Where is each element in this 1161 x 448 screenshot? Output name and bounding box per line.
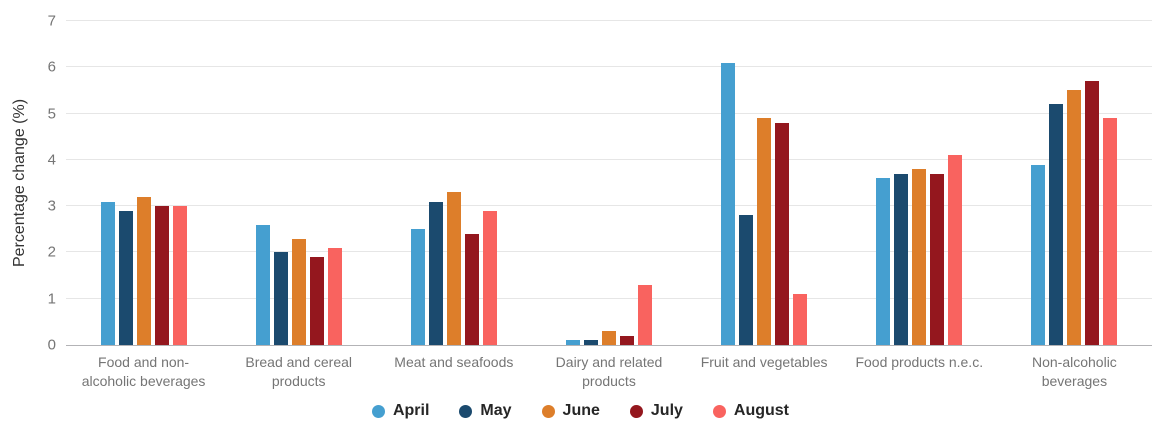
bar-july (309, 257, 324, 345)
legend-label: June (562, 402, 600, 419)
bar-april (255, 224, 270, 345)
x-category-cell: Food and non-alcoholic beverages (66, 353, 221, 391)
gridline (66, 158, 1152, 160)
bar-april (876, 178, 891, 345)
bar-august (482, 210, 497, 345)
x-category-label: Meat and seafoods (394, 354, 514, 370)
x-category-label: Dairy and related products (555, 354, 663, 389)
x-category-cell: Bread and cereal products (221, 353, 376, 391)
x-category-cell: Non-alcoholic beverages (997, 353, 1152, 391)
legend-item-may[interactable]: May (459, 402, 512, 420)
bar-groups (66, 21, 1152, 345)
legend-dot-icon (541, 404, 555, 418)
bar-july (464, 233, 479, 345)
legend-item-august[interactable]: August (712, 402, 790, 420)
legend-label: August (733, 402, 790, 419)
bar-group (531, 21, 686, 345)
plot-area (66, 20, 1152, 346)
y-tick-label: 0 (47, 336, 56, 354)
y-tick-label: 7 (47, 12, 56, 30)
y-tick-label: 6 (47, 58, 56, 76)
bar-june (757, 118, 772, 345)
bar-july (930, 173, 945, 345)
gridline (66, 251, 1152, 253)
x-category-label: Food and non-alcoholic beverages (81, 354, 206, 389)
gridline (66, 20, 1152, 21)
bar-august (1103, 118, 1118, 345)
y-axis: 0 1 2 3 4 5 6 7 (0, 14, 56, 353)
legend-dot-icon (712, 404, 726, 418)
bar-may (894, 173, 909, 345)
legend-dot-icon (459, 404, 473, 418)
bar-july (619, 335, 634, 345)
y-tick-label: 4 (47, 151, 56, 169)
gridline (66, 205, 1152, 207)
x-category-label: Bread and cereal products (245, 354, 353, 389)
bar-april (410, 229, 425, 345)
bar-may (428, 201, 443, 345)
legend-label: May (480, 402, 512, 419)
bar-may (118, 210, 133, 345)
x-category-label: Non-alcoholic beverages (1031, 354, 1117, 389)
legend-dot-icon (371, 404, 385, 418)
bar-may (273, 252, 288, 345)
bar-april (721, 62, 736, 345)
gridline (66, 112, 1152, 114)
bar-june (446, 192, 461, 345)
x-axis: Food and non-alcoholic beverages Bread an… (66, 353, 1152, 391)
bar-group (687, 21, 842, 345)
bar-may (583, 340, 598, 345)
bar-august (793, 294, 808, 345)
bar-april (1031, 164, 1046, 345)
x-category-label: Fruit and vegetables (700, 354, 828, 370)
x-category-cell: Dairy and related products (531, 353, 686, 391)
x-category-cell: Food products n.e.c. (842, 353, 997, 391)
bar-august (327, 247, 342, 345)
bar-may (739, 215, 754, 345)
bar-june (291, 238, 306, 345)
bar-june (601, 331, 616, 345)
x-category-label: Food products n.e.c. (855, 354, 984, 370)
y-tick-label: 3 (47, 197, 56, 215)
legend-item-july[interactable]: July (629, 402, 683, 420)
bar-june (912, 169, 927, 345)
bar-group (997, 21, 1152, 345)
bar-group (842, 21, 997, 345)
gridline (66, 297, 1152, 299)
y-tick-label: 5 (47, 105, 56, 123)
bar-july (154, 206, 169, 345)
legend-label: July (650, 402, 683, 419)
legend-item-april[interactable]: April (371, 402, 430, 420)
bar-july (1085, 81, 1100, 345)
y-tick-label: 1 (47, 290, 56, 308)
x-category-cell: Meat and seafoods (376, 353, 531, 391)
bar-july (775, 122, 790, 345)
legend-label: April (392, 402, 430, 419)
gridline (66, 66, 1152, 68)
bar-april (565, 340, 580, 345)
bar-august (637, 284, 652, 345)
bar-august (948, 155, 963, 345)
legend-dot-icon (629, 404, 643, 418)
legend: April May June July August (0, 402, 1161, 420)
bar-group (66, 21, 221, 345)
bar-june (136, 196, 151, 345)
legend-item-june[interactable]: June (541, 402, 600, 420)
bar-june (1067, 90, 1082, 345)
y-tick-label: 2 (47, 243, 56, 261)
bar-group (221, 21, 376, 345)
bar-august (172, 206, 187, 345)
bar-group (376, 21, 531, 345)
bar-april (100, 201, 115, 345)
bar-may (1049, 104, 1064, 345)
x-category-cell: Fruit and vegetables (687, 353, 842, 391)
